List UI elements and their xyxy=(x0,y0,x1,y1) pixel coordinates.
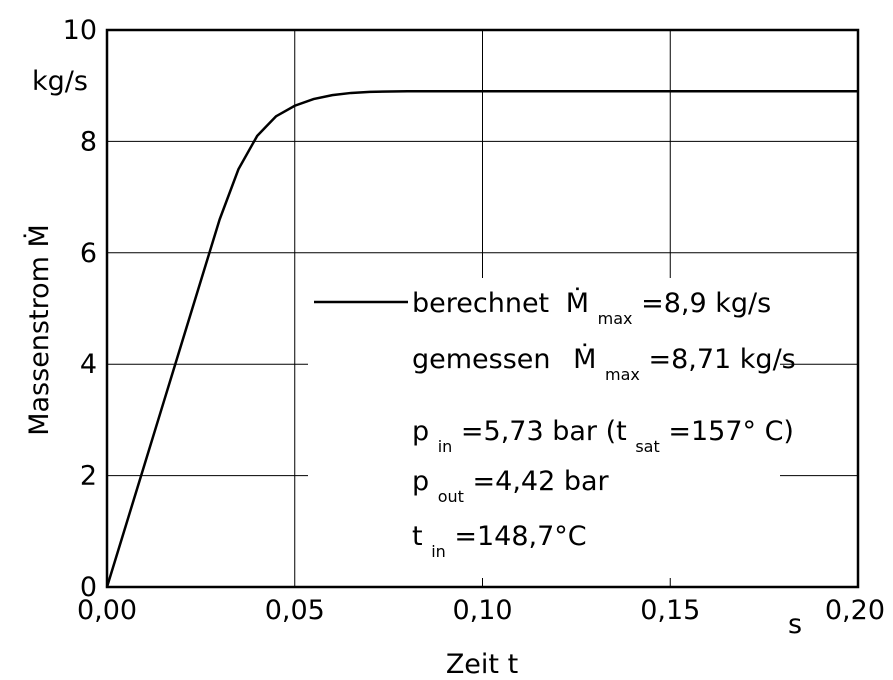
x-axis-label: Zeit t xyxy=(446,649,518,680)
legend-background xyxy=(308,278,780,578)
y-tick-label: 10 xyxy=(63,15,97,46)
series-line-berechnet xyxy=(105,90,858,588)
x-axis-unit: s xyxy=(788,609,802,640)
y-axis-unit: kg/s xyxy=(32,66,88,97)
annotation-t-in: t in =148,7°C xyxy=(412,521,587,564)
x-tick-label: 0,20 xyxy=(825,595,885,626)
legend-entry-berechnet: berechnet Ṁ max =8,9 kg/s xyxy=(412,287,771,331)
x-tick-label: 0,10 xyxy=(452,595,512,626)
legend: berechnet Ṁ max =8,9 kg/s gemessen Ṁ max… xyxy=(308,278,796,578)
y-tick-label: 8 xyxy=(80,126,97,157)
x-tick-label: 0,15 xyxy=(640,595,700,626)
y-tick-label: 4 xyxy=(80,349,97,380)
tick-labels: 0,00 0,05 0,10 0,15 0,20 0 2 4 6 8 10 xyxy=(63,15,885,626)
x-tick-label: 0,05 xyxy=(265,595,325,626)
annotation-p-in: p in =5,73 bar (t sat =157° C) xyxy=(412,416,794,459)
legend-entry-gemessen: gemessen Ṁ max =8,71 kg/s xyxy=(412,343,796,387)
x-tick-label: 0,00 xyxy=(77,595,137,626)
y-tick-label: 2 xyxy=(80,461,97,492)
y-tick-label: 0 xyxy=(80,572,97,603)
annotation-p-out: p out =4,42 bar xyxy=(412,466,610,509)
plot-frame xyxy=(105,28,860,589)
y-tick-label: 6 xyxy=(80,238,97,269)
y-axis-label: Massenstrom Ṁ xyxy=(23,224,55,436)
